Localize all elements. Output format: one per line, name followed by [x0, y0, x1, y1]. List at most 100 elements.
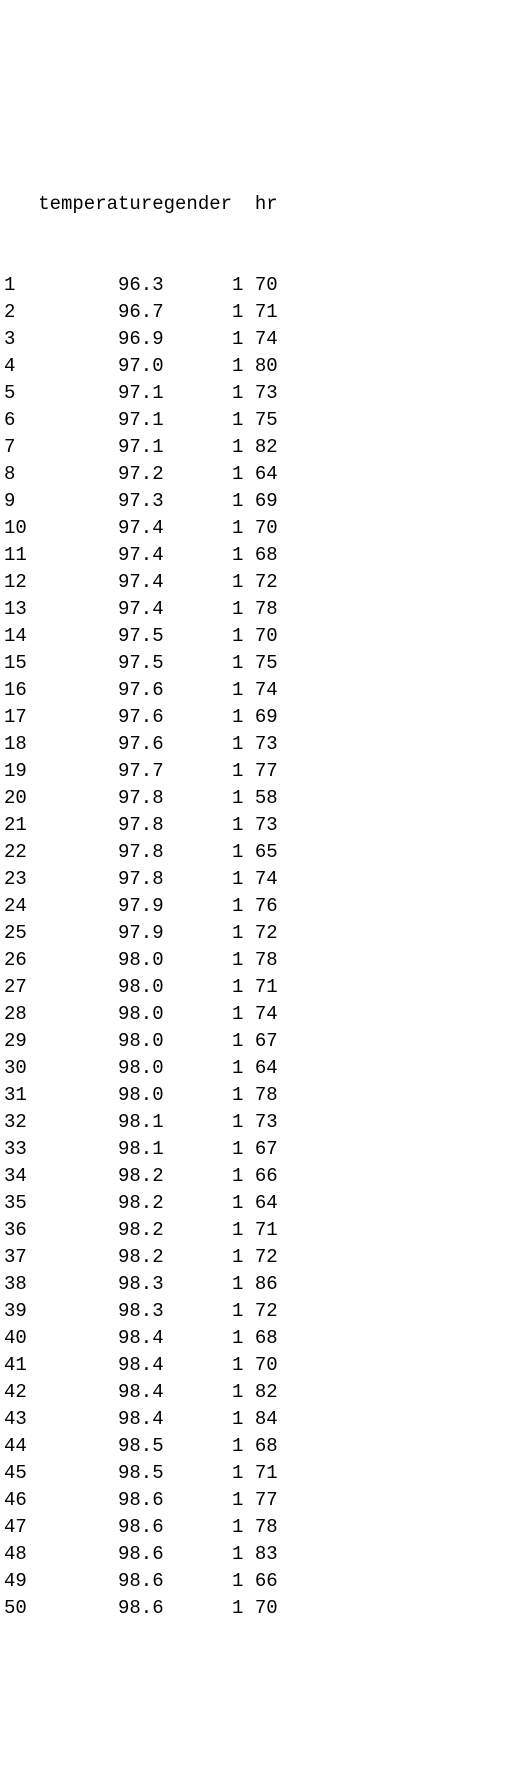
row-hr: 78: [243, 1514, 289, 1541]
row-hr: 80: [243, 353, 289, 380]
row-hr: 72: [243, 1298, 289, 1325]
row-gender: 1: [164, 893, 244, 920]
row-index: 36: [4, 1217, 38, 1244]
row-gender: 1: [164, 704, 244, 731]
row-index: 31: [4, 1082, 38, 1109]
row-temperature: 96.9: [38, 326, 163, 353]
table-row: 3798.2172: [4, 1244, 510, 1271]
row-gender: 1: [164, 974, 244, 1001]
row-index: 26: [4, 947, 38, 974]
row-index: 34: [4, 1163, 38, 1190]
row-temperature: 98.1: [38, 1136, 163, 1163]
row-temperature: 98.1: [38, 1109, 163, 1136]
row-index: 17: [4, 704, 38, 731]
row-hr: 74: [243, 866, 289, 893]
table-row: 797.1182: [4, 434, 510, 461]
table-row: 2998.0167: [4, 1028, 510, 1055]
row-hr: 67: [243, 1136, 289, 1163]
row-gender: 1: [164, 731, 244, 758]
row-temperature: 97.9: [38, 893, 163, 920]
row-gender: 1: [164, 380, 244, 407]
row-gender: 1: [164, 1298, 244, 1325]
row-gender: 1: [164, 1217, 244, 1244]
table-row: 4598.5171: [4, 1460, 510, 1487]
row-index: 6: [4, 407, 38, 434]
row-hr: 70: [243, 1595, 289, 1622]
row-gender: 1: [164, 1460, 244, 1487]
row-index: 1: [4, 272, 38, 299]
row-index: 7: [4, 434, 38, 461]
row-gender: 1: [164, 1433, 244, 1460]
header-temperature: temperature: [38, 191, 163, 218]
row-temperature: 98.6: [38, 1514, 163, 1541]
row-temperature: 97.8: [38, 812, 163, 839]
row-gender: 1: [164, 488, 244, 515]
row-gender: 1: [164, 569, 244, 596]
row-index: 32: [4, 1109, 38, 1136]
table-row: 3898.3186: [4, 1271, 510, 1298]
row-gender: 1: [164, 1325, 244, 1352]
row-temperature: 97.9: [38, 920, 163, 947]
row-temperature: 97.4: [38, 569, 163, 596]
row-temperature: 97.6: [38, 677, 163, 704]
table-row: 3598.2164: [4, 1190, 510, 1217]
row-temperature: 97.8: [38, 866, 163, 893]
row-gender: 1: [164, 1136, 244, 1163]
row-index: 48: [4, 1541, 38, 1568]
table-row: 3498.2166: [4, 1163, 510, 1190]
row-temperature: 98.6: [38, 1541, 163, 1568]
table-row: 4498.5168: [4, 1433, 510, 1460]
row-temperature: 98.0: [38, 1028, 163, 1055]
row-hr: 76: [243, 893, 289, 920]
row-index: 23: [4, 866, 38, 893]
row-hr: 70: [243, 272, 289, 299]
table-row: 3698.2171: [4, 1217, 510, 1244]
table-row: 2698.0178: [4, 947, 510, 974]
row-index: 49: [4, 1568, 38, 1595]
table-row: 2397.8174: [4, 866, 510, 893]
data-table: temperaturegender hr 196.3170296.7171396…: [0, 135, 514, 1649]
row-index: 19: [4, 758, 38, 785]
row-gender: 1: [164, 1568, 244, 1595]
row-hr: 68: [243, 1325, 289, 1352]
row-gender: 1: [164, 542, 244, 569]
table-row: 1697.6174: [4, 677, 510, 704]
row-gender: 1: [164, 407, 244, 434]
row-gender: 1: [164, 1271, 244, 1298]
row-hr: 73: [243, 1109, 289, 1136]
table-row: 2197.8173: [4, 812, 510, 839]
row-index: 30: [4, 1055, 38, 1082]
row-index: 38: [4, 1271, 38, 1298]
row-index: 45: [4, 1460, 38, 1487]
table-row: 3398.1167: [4, 1136, 510, 1163]
row-hr: 69: [243, 488, 289, 515]
row-hr: 71: [243, 299, 289, 326]
row-temperature: 98.6: [38, 1568, 163, 1595]
row-temperature: 96.3: [38, 272, 163, 299]
row-temperature: 98.0: [38, 974, 163, 1001]
table-row: 3998.3172: [4, 1298, 510, 1325]
row-gender: 1: [164, 812, 244, 839]
row-hr: 58: [243, 785, 289, 812]
row-index: 20: [4, 785, 38, 812]
row-temperature: 98.0: [38, 947, 163, 974]
row-hr: 67: [243, 1028, 289, 1055]
table-row: 2497.9176: [4, 893, 510, 920]
row-temperature: 97.1: [38, 380, 163, 407]
table-row: 4798.6178: [4, 1514, 510, 1541]
row-index: 21: [4, 812, 38, 839]
row-gender: 1: [164, 515, 244, 542]
row-index: 22: [4, 839, 38, 866]
row-gender: 1: [164, 1379, 244, 1406]
row-hr: 75: [243, 650, 289, 677]
row-gender: 1: [164, 758, 244, 785]
row-temperature: 98.2: [38, 1217, 163, 1244]
row-index: 47: [4, 1514, 38, 1541]
row-hr: 73: [243, 731, 289, 758]
row-index: 33: [4, 1136, 38, 1163]
table-row: 1097.4170: [4, 515, 510, 542]
row-gender: 1: [164, 1028, 244, 1055]
row-index: 11: [4, 542, 38, 569]
row-index: 10: [4, 515, 38, 542]
row-temperature: 97.6: [38, 704, 163, 731]
